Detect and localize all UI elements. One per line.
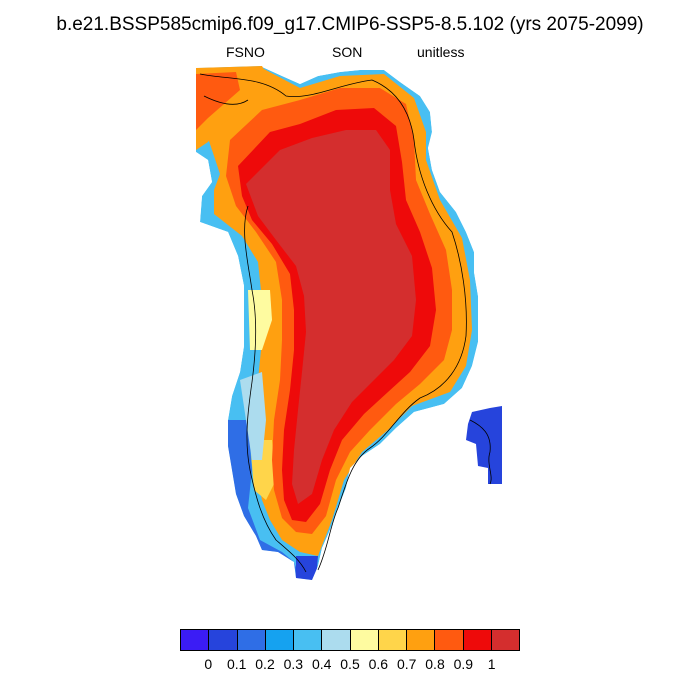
coastline <box>199 73 492 573</box>
colorbar-tick-label: 0.1 <box>226 656 247 672</box>
field-zone-east-island <box>466 406 502 484</box>
variable-label: FSNO <box>226 44 265 60</box>
colorbar-swatch <box>463 630 492 650</box>
colorbar-tick-label: 0.2 <box>255 656 275 672</box>
colorbar-swatch <box>491 630 519 650</box>
colorbar-swatch <box>237 630 266 650</box>
colorbar-tick-label: 0.5 <box>340 656 360 672</box>
colorbar-swatch <box>435 630 464 650</box>
colorbar-tick-label: 0.9 <box>453 656 474 672</box>
colorbar-swatch <box>294 630 323 650</box>
colorbar <box>180 629 520 651</box>
colorbar-tick-label: 0.7 <box>396 656 417 672</box>
colorbar-swatch <box>322 630 351 650</box>
colorbar-swatch <box>209 630 238 650</box>
field-zone-sw-blue <box>228 420 300 578</box>
field-zone-interior <box>246 130 416 504</box>
colorbar-tick-label: 0.4 <box>311 656 332 672</box>
units-label: unitless <box>417 44 465 60</box>
colorbar-swatch <box>181 630 210 650</box>
colorbar-tick-label: 1 <box>487 656 496 672</box>
colorbar-swatch <box>407 630 436 650</box>
field-zone-nw-patch-inner <box>196 72 240 130</box>
colorbar-swatch <box>378 630 407 650</box>
colorbar-tick-label: 0.6 <box>368 656 389 672</box>
colorbar-tick-label: 0.3 <box>283 656 304 672</box>
field-zone-south-tip <box>296 556 318 580</box>
field-zone-sw-light <box>240 372 266 460</box>
season-label: SON <box>332 44 363 60</box>
colorbar-swatch <box>265 630 294 650</box>
colorbar-labels: 0 0.1 0.2 0.3 0.4 0.5 0.6 0.7 0.8 0.9 1 <box>180 656 520 672</box>
plot-title: b.e21.BSSP585cmip6.f09_g17.CMIP6-SSP5-8.… <box>56 14 644 35</box>
colorbar-swatch <box>350 630 379 650</box>
colorbar-tick-label: 0.8 <box>425 656 445 672</box>
colorbar-tick-label: 0 <box>204 656 213 672</box>
